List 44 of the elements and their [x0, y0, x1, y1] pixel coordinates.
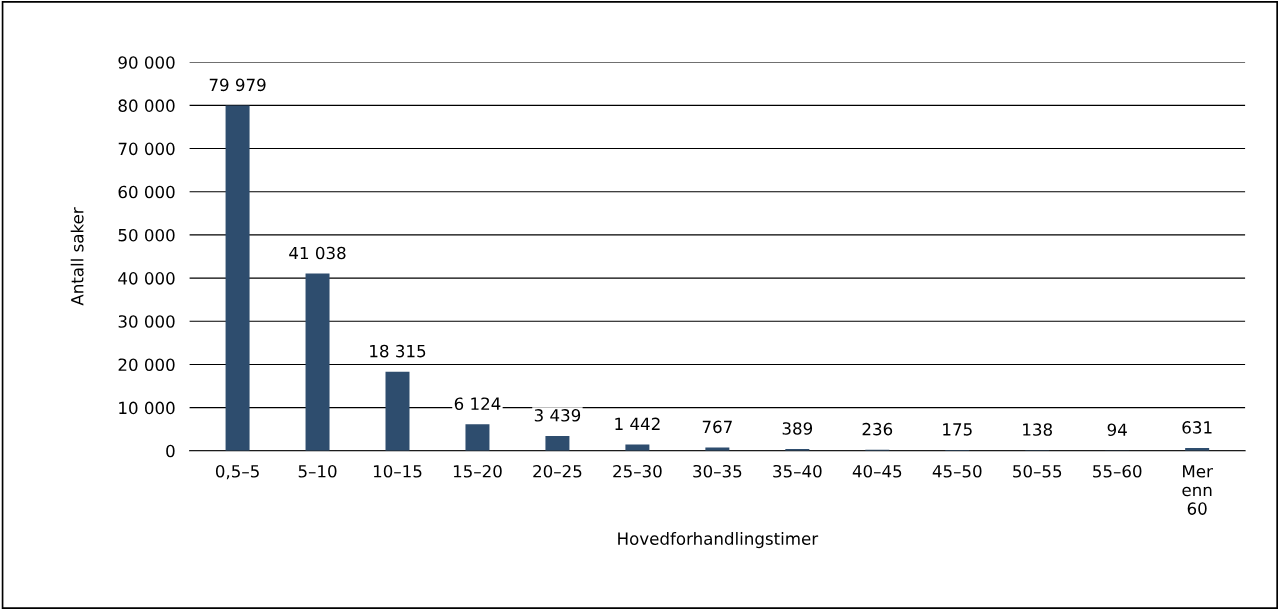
data-label: 94 — [1107, 423, 1127, 437]
y-tick-label: 0 — [166, 444, 175, 458]
x-tick-label: 50–55 — [1013, 464, 1062, 478]
x-tick-label: 0,5–5 — [215, 464, 259, 480]
bar — [545, 435, 570, 451]
y-tick-label: 30 000 — [118, 315, 175, 328]
x-tick-label: 10–15 — [373, 464, 422, 478]
data-label: 3 439 — [534, 409, 581, 422]
x-tick-label: 35–40 — [773, 464, 822, 478]
x-tick-label: 45–50 — [932, 464, 982, 478]
y-tick-label: 90 000 — [118, 56, 175, 69]
x-axis-title: Hovedforhandlingstimer — [618, 532, 819, 549]
data-label: 389 — [782, 422, 813, 435]
y-tick-label: 10 000 — [119, 401, 175, 415]
x-tick-label: 55–60 — [1093, 464, 1142, 478]
x-tick-label: 30–35 — [693, 464, 742, 478]
data-label: 175 — [943, 423, 972, 436]
data-label: 6 124 — [454, 397, 501, 411]
data-label: 138 — [1023, 423, 1052, 436]
y-tick-label: 50 000 — [118, 228, 175, 242]
x-tick-label: 25–30 — [613, 464, 662, 478]
data-label: 18 315 — [370, 344, 426, 358]
data-label: 1 442 — [615, 417, 660, 430]
data-label: 767 — [702, 420, 732, 434]
data-label: 631 — [1182, 421, 1212, 434]
x-tick-label: 20–25 — [533, 464, 582, 478]
bar — [385, 371, 410, 451]
y-tick-label: 20 000 — [118, 358, 175, 372]
data-label: 79 979 — [209, 78, 266, 92]
x-tick-label: 15–20 — [453, 464, 502, 478]
x-tick-label: Mer enn 60 — [1182, 465, 1213, 515]
bar — [465, 424, 490, 451]
data-label: 41 038 — [289, 246, 346, 260]
y-tick-label: 60 000 — [118, 185, 175, 199]
bar — [305, 273, 330, 451]
x-tick-label: 5–10 — [298, 464, 337, 478]
y-tick-label: 70 000 — [118, 142, 175, 156]
bar — [705, 447, 730, 451]
x-tick-label: 40–45 — [852, 464, 902, 478]
bar — [225, 105, 250, 451]
data-label: 236 — [862, 422, 893, 436]
y-axis-title: Antall saker — [70, 207, 84, 306]
y-tick-label: 80 000 — [118, 99, 175, 112]
y-tick-label: 40 000 — [118, 272, 175, 285]
